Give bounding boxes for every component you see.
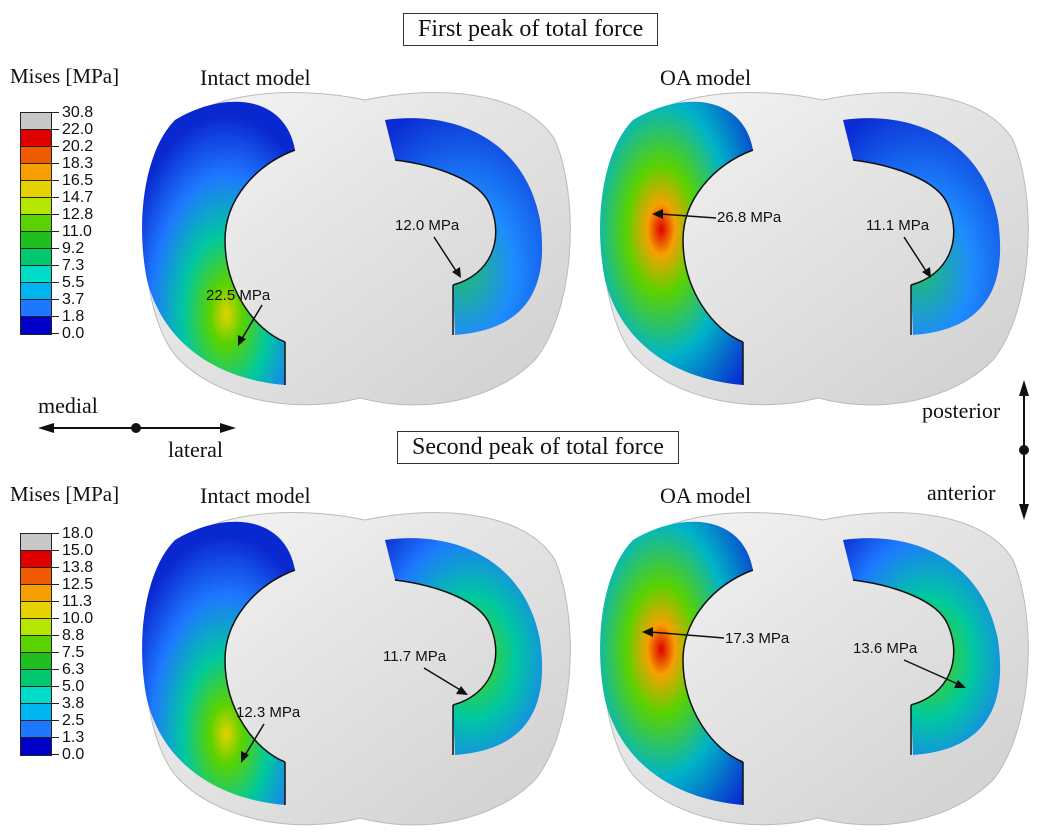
legend-swatch — [21, 164, 51, 181]
leader-arrow — [433, 236, 461, 278]
legend-swatch — [21, 653, 51, 670]
top-legend-ticks: 30.8 22.0 20.2 18.3 16.5 14.7 12.8 11.0 … — [50, 104, 93, 342]
legend-swatch — [21, 147, 51, 164]
legend-tick: 8.8 — [50, 627, 93, 644]
legend-swatch — [21, 687, 51, 704]
legend-tick: 3.8 — [50, 695, 93, 712]
bottom-intact-lateral-peak: 11.7 MPa — [383, 648, 447, 665]
legend-swatch — [21, 300, 51, 317]
legend-tick: 10.0 — [50, 610, 93, 627]
legend-tick: 1.3 — [50, 729, 93, 746]
plateau-bottom-oa — [600, 512, 1029, 826]
posterior-label: posterior — [922, 398, 1001, 423]
plateau-top-intact — [142, 92, 571, 406]
legend-swatch — [21, 568, 51, 585]
legend-tick: 6.3 — [50, 661, 93, 678]
posterior-anterior-axis — [1019, 380, 1029, 520]
legend-swatch — [21, 249, 51, 266]
leader-arrow — [903, 659, 966, 688]
top-oa-lateral-peak: 11.1 MPa — [866, 217, 930, 234]
leader-arrow — [652, 209, 717, 219]
legend-tick: 16.5 — [50, 172, 93, 189]
plateau-bottom-intact — [142, 512, 571, 826]
legend-tick: 12.8 — [50, 206, 93, 223]
leader-arrow — [642, 627, 725, 639]
bottom-oa-lateral-peak: 13.6 MPa — [853, 640, 918, 657]
legend-swatch — [21, 113, 51, 130]
bottom-intact-medial-peak: 12.3 MPa — [236, 704, 301, 721]
top-intact-medial-peak: 22.5 MPa — [206, 287, 271, 304]
legend-tick: 5.0 — [50, 678, 93, 695]
legend-tick: 18.3 — [50, 155, 93, 172]
legend-swatch — [21, 738, 51, 755]
top-color-legend — [20, 112, 52, 335]
top-intact-lateral-peak: 12.0 MPa — [395, 217, 460, 234]
legend-tick: 3.7 — [50, 291, 93, 308]
legend-swatch — [21, 534, 51, 551]
legend-swatch — [21, 585, 51, 602]
legend-tick: 20.2 — [50, 138, 93, 155]
top-oa-label: OA model — [660, 65, 752, 90]
legend-tick: 11.0 — [50, 223, 93, 240]
legend-tick: 9.2 — [50, 240, 93, 257]
bottom-color-legend — [20, 533, 52, 756]
legend-swatch — [21, 602, 51, 619]
legend-swatch — [21, 636, 51, 653]
legend-swatch — [21, 619, 51, 636]
medial-label: medial — [38, 393, 98, 418]
legend-swatch — [21, 181, 51, 198]
legend-tick: 18.0 — [50, 525, 93, 542]
top-legend-title: Mises [MPa] — [10, 64, 120, 88]
bottom-oa-medial-peak: 17.3 MPa — [725, 630, 790, 647]
legend-swatch — [21, 198, 51, 215]
anterior-label: anterior — [927, 480, 996, 505]
legend-tick: 13.8 — [50, 559, 93, 576]
medial-lateral-axis — [38, 423, 236, 433]
leader-arrow — [423, 667, 468, 695]
bottom-legend-ticks: 18.0 15.0 13.8 12.5 11.3 10.0 8.8 7.5 6.… — [50, 525, 93, 763]
leader-arrow — [903, 236, 931, 278]
first-peak-title: First peak of total force — [403, 13, 659, 46]
legend-tick: 0.0 — [50, 325, 93, 342]
legend-tick: 22.0 — [50, 121, 93, 138]
legend-tick: 11.3 — [50, 593, 93, 610]
second-peak-title: Second peak of total force — [397, 431, 679, 464]
top-intact-label: Intact model — [200, 65, 311, 90]
legend-tick: 30.8 — [50, 104, 93, 121]
legend-swatch — [21, 283, 51, 300]
legend-swatch — [21, 670, 51, 687]
legend-swatch — [21, 551, 51, 568]
legend-tick: 0.0 — [50, 746, 93, 763]
legend-swatch — [21, 266, 51, 283]
legend-tick: 1.8 — [50, 308, 93, 325]
leader-arrow — [241, 723, 265, 763]
lateral-label: lateral — [168, 437, 223, 462]
legend-swatch — [21, 215, 51, 232]
bottom-intact-label: Intact model — [200, 483, 311, 508]
top-oa-medial-peak: 26.8 MPa — [717, 209, 782, 226]
legend-tick: 2.5 — [50, 712, 93, 729]
legend-tick: 5.5 — [50, 274, 93, 291]
legend-tick: 7.5 — [50, 644, 93, 661]
legend-tick: 14.7 — [50, 189, 93, 206]
legend-tick: 7.3 — [50, 257, 93, 274]
plateau-top-oa — [600, 92, 1029, 406]
legend-swatch — [21, 317, 51, 334]
legend-swatch — [21, 232, 51, 249]
bottom-oa-label: OA model — [660, 483, 752, 508]
bottom-legend-title: Mises [MPa] — [10, 482, 120, 506]
legend-swatch — [21, 130, 51, 147]
leader-arrow — [238, 304, 263, 346]
legend-tick: 12.5 — [50, 576, 93, 593]
legend-tick: 15.0 — [50, 542, 93, 559]
legend-swatch — [21, 704, 51, 721]
legend-swatch — [21, 721, 51, 738]
